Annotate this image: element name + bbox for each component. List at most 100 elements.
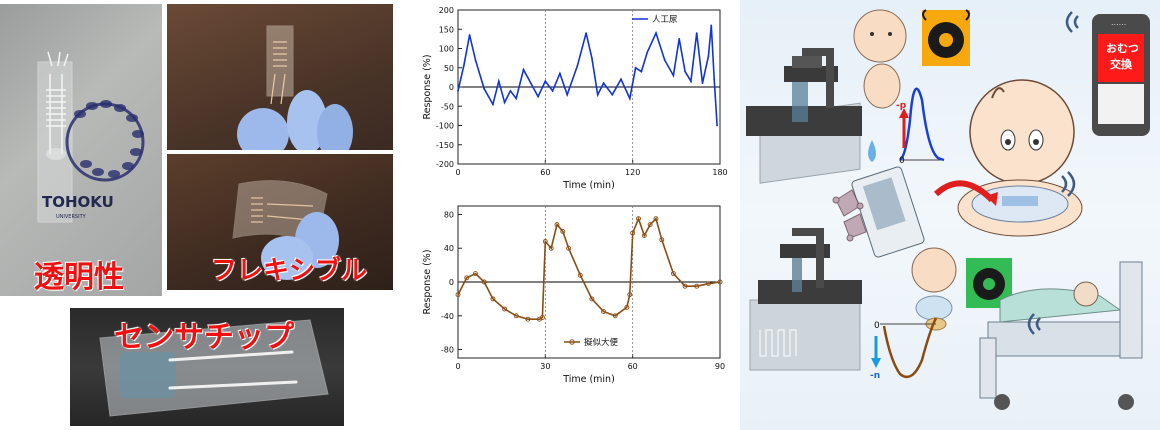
y-tick-label: -150	[436, 141, 454, 150]
x-tick-label: 60	[540, 168, 550, 177]
y-tick-label: 100	[439, 45, 454, 54]
data-point	[624, 304, 630, 310]
legend-label: 人工尿	[652, 15, 678, 25]
bent-sensor-drawing-top	[237, 25, 353, 150]
data-point	[554, 222, 560, 228]
data-point	[653, 216, 659, 222]
data-point	[490, 296, 496, 302]
data-point	[636, 216, 641, 222]
y-tick-label: 150	[439, 25, 454, 34]
data-point	[560, 228, 566, 234]
data-point	[576, 64, 579, 67]
y-tick-label: 80	[444, 210, 454, 219]
data-point	[525, 316, 531, 322]
data-point	[713, 78, 716, 81]
sensor-chip-drawing	[99, 319, 329, 417]
x-tick-label: 30	[540, 362, 550, 371]
system-illustration: ...... おむつ 交換 0 -p 0 -n	[740, 0, 1160, 430]
transparent-sensor-photo: TOHOKU UNIVERSITY 透明性	[0, 4, 162, 296]
flexible-sensor-photo-bottom: フレキシブル	[167, 154, 393, 290]
sensor-chip-photo: センサチップ	[70, 308, 344, 426]
y-tick-label: 200	[439, 6, 454, 15]
data-point	[591, 57, 593, 60]
stool-mini-curve: 0 -n	[870, 317, 938, 381]
y-axis-label: Response (%)	[422, 54, 433, 119]
bent-sensor-drawing-bottom	[232, 180, 339, 280]
data-point	[694, 283, 700, 289]
data-point	[634, 66, 637, 69]
data-point	[684, 70, 686, 73]
x-tick-label: 0	[455, 168, 460, 177]
data-point	[612, 313, 618, 319]
zero-label-bottom: 0	[874, 321, 880, 331]
x-axis-label: Time (min)	[562, 374, 615, 385]
data-point	[509, 89, 512, 92]
data-point	[502, 306, 508, 312]
data-point	[589, 296, 595, 302]
data-point	[577, 272, 583, 278]
data-point	[630, 230, 636, 236]
data-point	[647, 222, 653, 228]
data-point	[566, 93, 569, 96]
data-point	[539, 315, 545, 320]
data-point	[628, 97, 631, 100]
data-point	[566, 245, 572, 251]
x-tick-label: 60	[628, 362, 638, 371]
data-point	[670, 271, 676, 277]
data-point	[640, 70, 643, 73]
press-machine-bottom-icon	[749, 228, 862, 371]
minus-n-label: -n	[870, 371, 880, 381]
data-point	[682, 283, 688, 289]
data-point	[558, 72, 561, 75]
data-point	[585, 32, 587, 34]
sensor-device-icon	[851, 166, 925, 258]
x-tick-label: 90	[715, 362, 725, 371]
data-point	[627, 292, 633, 298]
y-tick-label: 0	[449, 278, 454, 287]
data-point	[492, 103, 494, 106]
data-point	[483, 88, 486, 90]
baby-sitting-icon	[957, 79, 1083, 237]
illustration-canvas: ...... おむつ 交換 0 -p 0 -n	[746, 9, 1150, 410]
legend-marker	[569, 339, 575, 345]
tohoku-logo-subtext: UNIVERSITY	[56, 214, 87, 220]
data-point	[455, 292, 461, 298]
flexible-label: フレキシブル	[211, 256, 368, 286]
data-point	[551, 89, 554, 92]
sensor-chip-label: センサチップ	[114, 320, 294, 355]
data-point	[497, 80, 500, 83]
x-axis-label: Time (min)	[562, 180, 615, 191]
plus-p-label: -p	[896, 101, 907, 111]
tohoku-logo-text: TOHOKU	[42, 193, 114, 211]
y-tick-label: -200	[436, 160, 454, 169]
press-machine-top-icon	[746, 48, 862, 184]
series-line	[457, 25, 718, 126]
data-point	[707, 55, 710, 58]
data-point	[695, 32, 698, 34]
data-point	[641, 233, 647, 239]
transparent-sensor-drawing: TOHOKU UNIVERSITY	[37, 51, 145, 223]
data-point	[464, 275, 470, 281]
data-point	[474, 59, 477, 61]
flexible-sensor-photo-top	[167, 4, 393, 150]
data-point	[716, 124, 718, 127]
data-point	[601, 309, 607, 315]
data-point	[468, 34, 471, 36]
data-point	[701, 82, 704, 85]
y-tick-label: 0	[449, 83, 454, 92]
x-tick-label: 180	[712, 168, 727, 177]
data-point	[548, 245, 554, 251]
data-point	[717, 279, 723, 285]
zero-label-top: 0	[899, 156, 905, 166]
data-point	[596, 93, 599, 96]
alarm-green-icon	[966, 258, 1012, 308]
data-point	[655, 32, 657, 34]
data-point	[646, 51, 649, 54]
y-tick-label: -50	[441, 102, 454, 111]
phone-notch: ......	[1111, 18, 1126, 27]
data-point	[602, 82, 605, 85]
y-tick-label: -40	[441, 312, 454, 321]
data-point	[462, 64, 465, 67]
data-point	[513, 313, 519, 319]
